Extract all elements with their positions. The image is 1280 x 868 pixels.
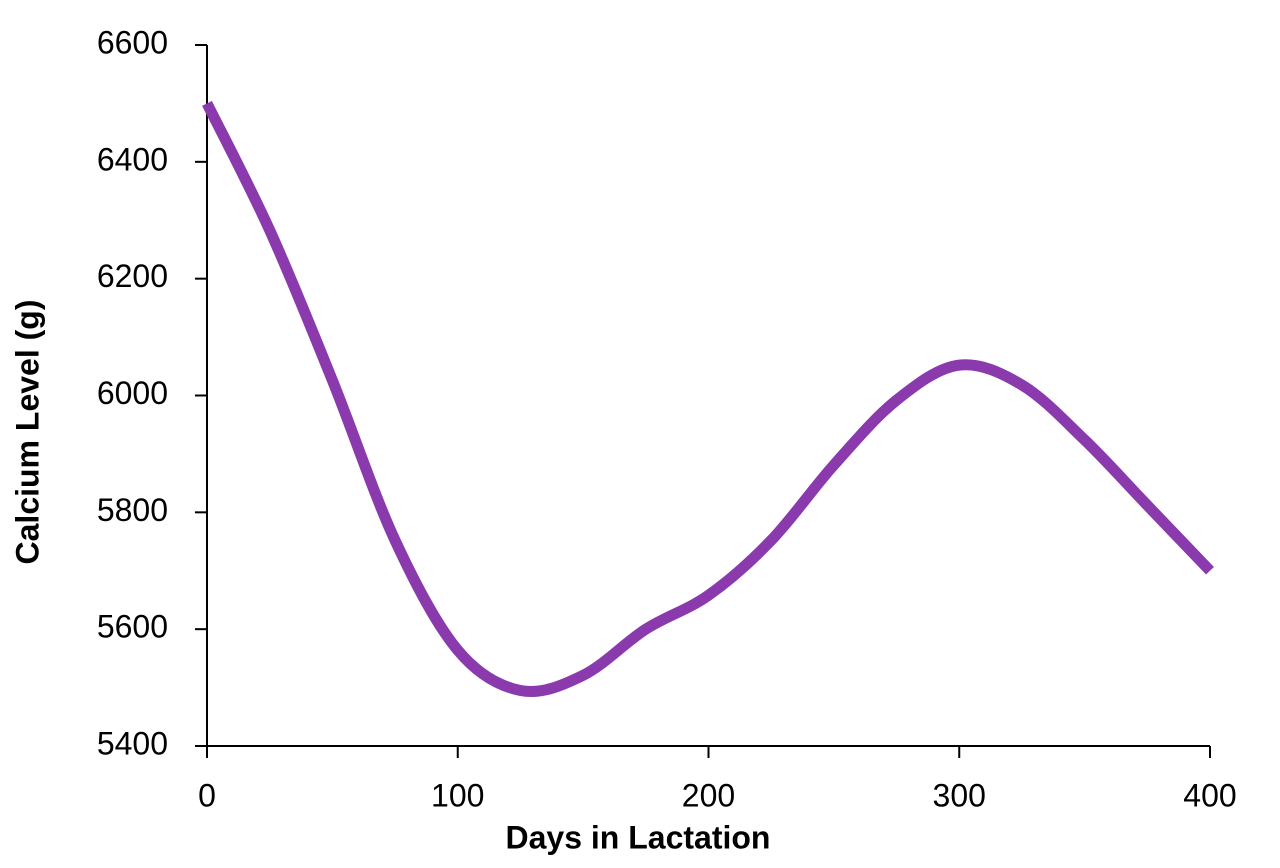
- x-tick-label: 300: [933, 777, 986, 813]
- y-tick-label: 6000: [97, 375, 168, 411]
- x-tick-label: 400: [1183, 777, 1236, 813]
- data-line: [202, 100, 1214, 697]
- x-axis-title: Days in Lactation: [506, 819, 771, 855]
- x-tick-label: 100: [431, 777, 484, 813]
- y-tick-label: 5600: [97, 609, 168, 645]
- y-tick-label: 5400: [97, 725, 168, 761]
- x-tick-label: 200: [682, 777, 735, 813]
- y-tick-label: 5800: [97, 492, 168, 528]
- y-tick-label: 6400: [97, 141, 168, 177]
- y-tick-label: 6600: [97, 24, 168, 60]
- y-axis-title: Calcium Level (g): [9, 300, 45, 565]
- y-tick-label: 6200: [97, 258, 168, 294]
- x-tick-label: 0: [198, 777, 216, 813]
